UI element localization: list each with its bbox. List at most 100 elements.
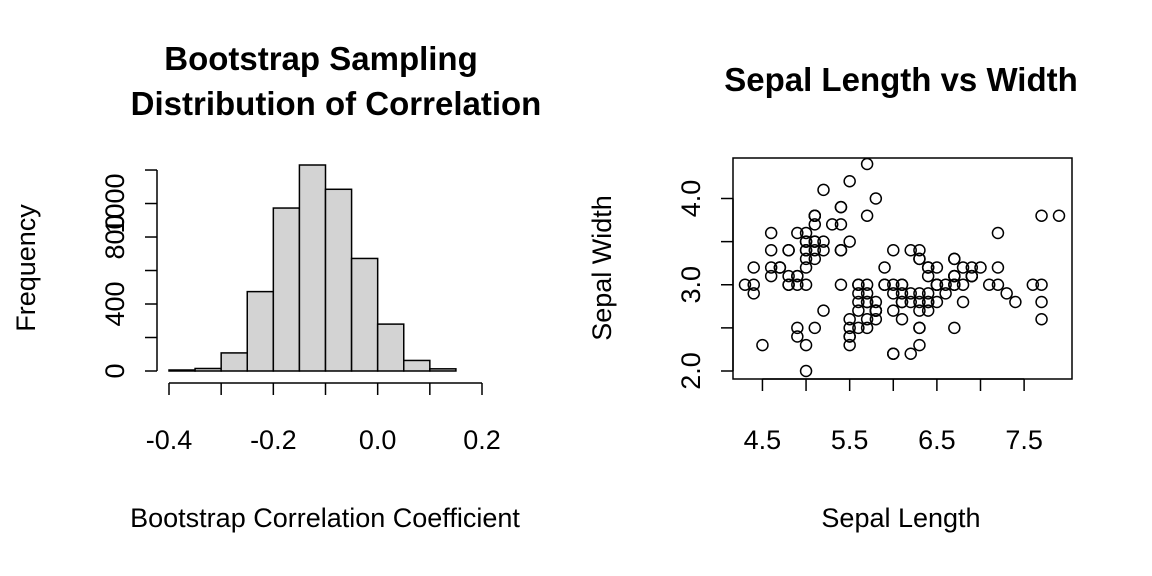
scatter-point xyxy=(799,338,813,352)
scatter-point xyxy=(921,261,935,274)
histogram-y-tick-label: 800 xyxy=(100,214,130,259)
scatter-point xyxy=(791,269,804,283)
scatter-point xyxy=(860,278,874,291)
histogram-x-tick-label: -0.4 xyxy=(146,425,193,455)
scatter-axes: 4.5 5.5 6.5 7.5 2.0 3.0 4.0 xyxy=(676,180,1043,455)
scatter-point xyxy=(991,226,1005,240)
scatter-point xyxy=(860,287,874,300)
scatter-point xyxy=(764,226,778,240)
histogram-title-line-1: Bootstrap Sampling xyxy=(164,40,478,77)
scatter-point xyxy=(834,278,848,291)
scatter-y-tick-label: 2.0 xyxy=(676,352,706,390)
scatter-point xyxy=(852,278,865,291)
scatter-y-axis-label: Sepal Width xyxy=(587,195,617,341)
scatter-point xyxy=(869,304,883,317)
histogram-y-tick-label: 1000 xyxy=(100,173,130,233)
scatter-point xyxy=(799,235,813,248)
scatter-point xyxy=(860,295,874,309)
scatter-point xyxy=(782,269,795,283)
histogram-panel: Bootstrap Sampling Distribution of Corre… xyxy=(11,40,541,533)
scatter-point xyxy=(913,287,926,300)
scatter-point xyxy=(930,278,944,291)
histogram-x-tick-label: 0.0 xyxy=(359,425,397,455)
scatter-point xyxy=(747,261,760,274)
scatter-point xyxy=(1035,313,1048,326)
histogram-bar xyxy=(298,164,327,372)
histogram-bars xyxy=(168,164,457,372)
scatter-point xyxy=(817,235,830,248)
histogram-y-tick-label: 0 xyxy=(100,363,130,378)
scatter-panel: Sepal Length vs Width 4.5 5.5 6.5 7.5 2.0 3.0… xyxy=(587,61,1078,533)
scatter-point xyxy=(843,330,856,343)
scatter-point xyxy=(808,209,822,222)
histogram-title-line-2: Distribution of Correlation xyxy=(131,85,542,122)
scatter-point xyxy=(860,313,874,326)
scatter-plot-box xyxy=(732,157,1073,380)
scatter-x-tick-label: 6.5 xyxy=(918,425,956,455)
scatter-point xyxy=(843,235,856,248)
scatter-point xyxy=(852,304,865,317)
histogram-x-tick-label: -0.2 xyxy=(250,425,297,455)
histogram-bar xyxy=(194,367,222,372)
scatter-point xyxy=(791,330,804,343)
scatter-point xyxy=(887,347,900,360)
scatter-point xyxy=(791,226,804,240)
scatter-point xyxy=(930,295,944,309)
histogram-y-axis-label: Frequency xyxy=(11,204,41,332)
scatter-point xyxy=(808,235,822,248)
scatter-point xyxy=(808,244,822,257)
scatter-point xyxy=(887,278,900,291)
scatter-point xyxy=(791,321,804,335)
scatter-point xyxy=(843,175,856,188)
histogram-bar xyxy=(429,368,457,372)
scatter-point xyxy=(895,287,909,300)
scatter-point xyxy=(904,295,917,309)
scatter-point xyxy=(825,218,839,231)
scatter-point xyxy=(991,261,1005,274)
histogram-bar xyxy=(376,323,405,372)
scatter-point xyxy=(913,338,926,352)
scatter-point xyxy=(956,295,970,309)
scatter-point xyxy=(791,278,804,291)
histogram-bar xyxy=(220,352,249,372)
scatter-point xyxy=(799,278,813,291)
scatter-point xyxy=(738,278,752,291)
histogram-x-axis-label: Bootstrap Correlation Coefficient xyxy=(130,503,520,533)
scatter-point xyxy=(860,209,874,222)
histogram-bar xyxy=(350,257,379,372)
scatter-point xyxy=(913,244,926,257)
scatter-point xyxy=(887,244,900,257)
scatter-point xyxy=(852,287,865,300)
scatter-point xyxy=(904,287,917,300)
scatter-x-tick-label: 5.5 xyxy=(831,425,869,455)
scatter-point xyxy=(913,252,926,266)
scatter-point xyxy=(1035,278,1048,291)
scatter-point xyxy=(852,295,865,309)
scatter-point xyxy=(948,252,961,266)
scatter-point xyxy=(808,252,822,266)
scatter-point xyxy=(747,287,760,300)
scatter-points xyxy=(738,157,1066,378)
scatter-point xyxy=(982,278,996,291)
scatter-point xyxy=(843,313,856,326)
scatter-point xyxy=(782,244,795,257)
scatter-point xyxy=(921,304,935,317)
histogram-x-tick-label: 0.2 xyxy=(463,425,501,455)
scatter-point xyxy=(956,278,970,291)
scatter-point xyxy=(808,218,822,231)
scatter-point xyxy=(860,157,874,171)
scatter-point xyxy=(921,287,935,300)
scatter-point xyxy=(887,304,900,317)
histogram-bar xyxy=(272,207,301,372)
scatter-point xyxy=(878,261,891,274)
scatter-point xyxy=(939,278,952,291)
scatter-point xyxy=(747,278,760,291)
scatter-point xyxy=(808,321,822,335)
scatter-point xyxy=(904,244,917,257)
histogram-bar xyxy=(324,188,353,372)
scatter-point xyxy=(782,278,795,291)
scatter-point xyxy=(799,261,813,274)
scatter-point xyxy=(817,183,830,197)
